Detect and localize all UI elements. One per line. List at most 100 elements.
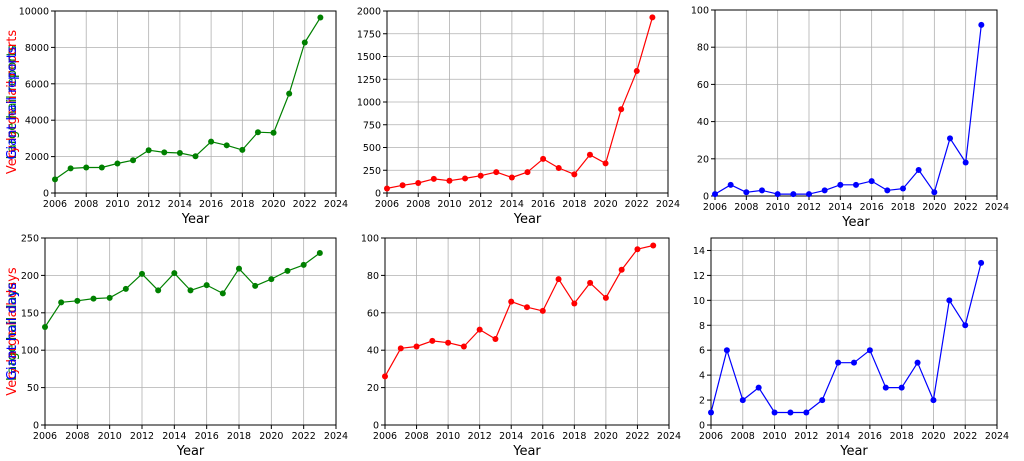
data-point bbox=[915, 166, 922, 173]
data-point bbox=[633, 68, 640, 75]
data-point bbox=[52, 176, 58, 183]
data-point bbox=[821, 187, 828, 194]
x-tick-label: 2022 bbox=[625, 431, 649, 442]
x-tick-label: 2010 bbox=[436, 431, 460, 442]
x-tick-label: 2016 bbox=[860, 202, 884, 213]
data-point bbox=[58, 299, 65, 306]
data-point bbox=[284, 267, 291, 274]
data-point bbox=[571, 300, 578, 307]
data-point bbox=[914, 359, 921, 366]
y-tick-label: 80 bbox=[697, 43, 709, 54]
data-point bbox=[316, 249, 323, 256]
x-tick-label: 2018 bbox=[891, 202, 915, 213]
x-tick-label: 2022 bbox=[953, 431, 977, 442]
axes-frame bbox=[54, 10, 337, 194]
data-point bbox=[203, 282, 210, 289]
x-tick-label: 2010 bbox=[105, 199, 129, 210]
x-tick-label: 2024 bbox=[324, 431, 348, 442]
x-tick-label: 2020 bbox=[922, 202, 946, 213]
data-point bbox=[208, 138, 215, 145]
x-tick-label: 2010 bbox=[437, 199, 461, 210]
x-axis-label: Year bbox=[181, 212, 210, 227]
data-point bbox=[790, 191, 797, 198]
x-tick-label: 2010 bbox=[766, 202, 790, 213]
data-point bbox=[415, 179, 422, 186]
y-tick-label: 750 bbox=[363, 120, 381, 131]
data-point bbox=[219, 290, 226, 297]
x-tick-label: 2006 bbox=[373, 431, 397, 442]
data-point bbox=[122, 285, 129, 292]
x-tick-label: 2016 bbox=[195, 431, 219, 442]
x-tick-label: 2008 bbox=[734, 202, 758, 213]
data-point bbox=[946, 297, 953, 304]
y-tick-label: 1500 bbox=[357, 52, 381, 63]
x-tick-label: 2024 bbox=[656, 199, 680, 210]
y-tick-label: 4000 bbox=[25, 116, 49, 127]
x-tick-label: 2014 bbox=[162, 431, 186, 442]
x-tick-label: 2020 bbox=[259, 431, 283, 442]
y-tick-label: 6 bbox=[699, 346, 705, 357]
x-tick-label: 2014 bbox=[500, 199, 524, 210]
y-tick-label: 20 bbox=[367, 383, 379, 394]
x-tick-label: 2016 bbox=[858, 431, 882, 442]
y-axis-label: Very large hail reports bbox=[5, 30, 20, 174]
data-point bbox=[602, 294, 609, 301]
data-point bbox=[649, 14, 656, 21]
data-point bbox=[384, 185, 390, 192]
y-tick-label: 100 bbox=[361, 234, 379, 245]
y-tick-label: 0 bbox=[373, 421, 379, 432]
data-point bbox=[460, 343, 467, 350]
data-point bbox=[759, 187, 765, 194]
y-tick-label: 14 bbox=[693, 246, 705, 257]
x-tick-label: 2024 bbox=[985, 431, 1009, 442]
data-point bbox=[114, 160, 121, 167]
data-point bbox=[445, 339, 452, 346]
y-tick-label: 8 bbox=[699, 321, 705, 332]
data-point bbox=[239, 146, 246, 153]
data-point bbox=[755, 384, 762, 391]
data-point bbox=[555, 276, 562, 283]
data-point bbox=[446, 177, 453, 184]
data-point bbox=[476, 326, 483, 333]
data-point bbox=[130, 157, 137, 164]
y-axis-label: Large hail reports bbox=[5, 44, 20, 159]
data-point bbox=[602, 160, 609, 167]
data-point bbox=[155, 287, 162, 294]
chart-panel-3: 2006 2008 2010 2012 2014 2016 2018 2020 2022 2024… bbox=[5, 6, 1009, 231]
x-tick-label: 2012 bbox=[137, 199, 161, 210]
data-point bbox=[508, 174, 515, 181]
x-tick-label: 2010 bbox=[762, 431, 786, 442]
y-tick-label: 250 bbox=[21, 234, 39, 245]
data-point bbox=[868, 178, 875, 185]
x-tick-label: 2008 bbox=[74, 199, 98, 210]
data-point bbox=[192, 153, 199, 160]
x-tick-label: 2008 bbox=[731, 431, 755, 442]
x-tick-label: 2020 bbox=[594, 431, 618, 442]
data-point bbox=[524, 169, 531, 176]
data-point bbox=[571, 171, 578, 178]
data-point bbox=[712, 191, 718, 198]
y-tick-label: 8000 bbox=[25, 43, 49, 54]
x-tick-label: 2024 bbox=[985, 202, 1009, 213]
y-tick-label: 250 bbox=[363, 166, 381, 177]
data-point bbox=[978, 259, 985, 266]
data-point bbox=[317, 14, 324, 21]
data-point bbox=[727, 181, 734, 188]
axes-frame bbox=[714, 9, 998, 197]
data-point bbox=[413, 343, 420, 350]
x-tick-label: 2024 bbox=[324, 199, 348, 210]
axes-frame bbox=[384, 237, 670, 426]
y-axis-label: Giant hail days bbox=[5, 283, 20, 381]
data-point bbox=[819, 397, 826, 404]
x-tick-label: 2012 bbox=[130, 431, 154, 442]
data-point bbox=[493, 169, 500, 176]
data-point bbox=[882, 384, 889, 391]
data-point bbox=[524, 304, 530, 311]
x-tick-label: 2012 bbox=[794, 431, 818, 442]
y-tick-label: 1750 bbox=[357, 29, 381, 40]
y-axis-label: Large hail days bbox=[5, 282, 20, 381]
data-point bbox=[930, 397, 937, 404]
x-tick-label: 2012 bbox=[797, 202, 821, 213]
data-point bbox=[139, 270, 145, 277]
